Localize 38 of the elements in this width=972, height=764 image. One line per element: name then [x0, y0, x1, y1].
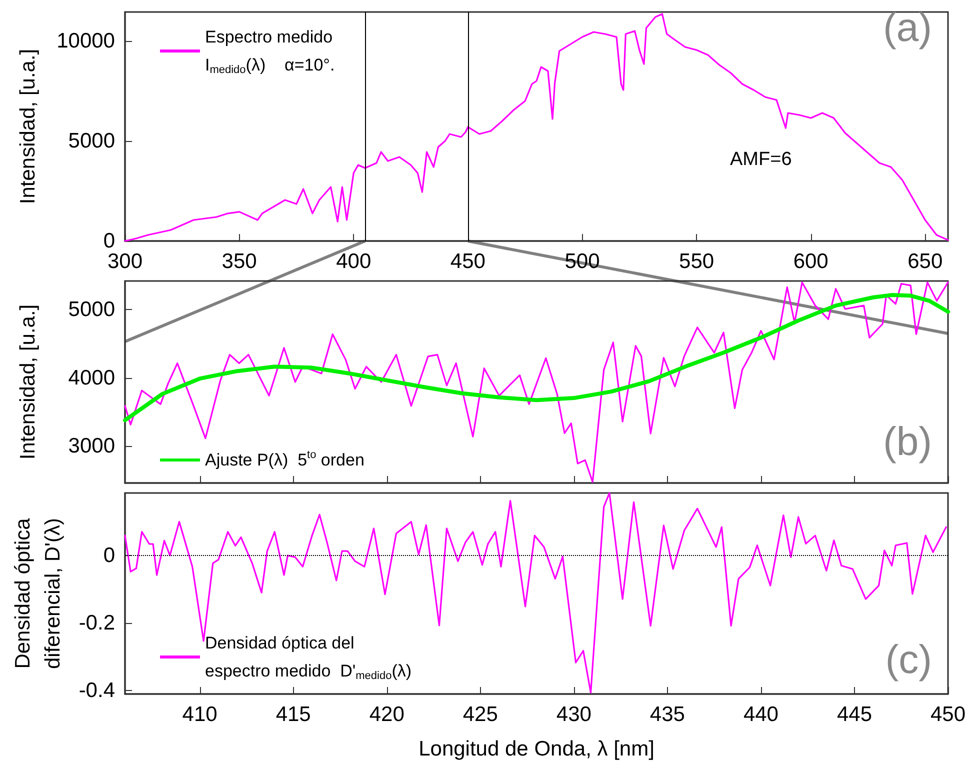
y-tick-label: 5000: [68, 298, 115, 322]
x-tick-label: 430: [556, 703, 592, 726]
x-tick-label: 500: [564, 250, 600, 273]
x-axis-title: Longitud de Onda, λ [nm]: [418, 738, 654, 760]
x-tick-label: 425: [462, 703, 498, 726]
x-tick-label: 435: [650, 703, 685, 726]
y-tick-label: 10000: [56, 30, 115, 52]
x-tick-label: 650: [908, 250, 943, 273]
annotation: (a): [883, 6, 932, 50]
x-tick-label: 445: [836, 703, 872, 726]
x-tick-label: 300: [107, 250, 143, 273]
x-tick-label: 550: [679, 250, 714, 273]
y-tick-label: 0: [103, 230, 115, 252]
line-series: [124, 492, 947, 694]
x-tick-label: 450: [930, 703, 966, 726]
y-axis-title: Intensidad, [u.a.]: [16, 48, 40, 204]
y-axis-title: Intensidad, [u.a.]: [16, 304, 40, 460]
x-tick-label: 450: [450, 250, 486, 273]
y-axis-title: Densidad óptica diferencial, D'(λ): [11, 518, 64, 670]
annotation: AMF=6: [730, 149, 792, 170]
y-tick-label: 4000: [68, 366, 115, 390]
y-tick-label: 0: [103, 544, 115, 567]
x-tick-label: 440: [743, 703, 778, 726]
y-tick-label: 5000: [68, 130, 115, 152]
x-tick-label: 400: [336, 250, 372, 273]
x-tick-label: 420: [369, 703, 404, 726]
line-series: [123, 292, 950, 422]
x-tick-label: 600: [793, 250, 828, 273]
y-tick-label: 3000: [68, 434, 115, 458]
x-tick-label: 410: [182, 703, 218, 726]
annotation: (b): [883, 420, 932, 464]
y-tick-label: -0.2: [78, 612, 115, 635]
line-series: [124, 282, 949, 483]
line-series: [124, 13, 949, 242]
y-tick-label: -0.4: [78, 679, 116, 702]
x-tick-label: 415: [276, 703, 311, 726]
annotation: (c): [885, 638, 932, 682]
x-tick-label: 350: [222, 250, 257, 273]
